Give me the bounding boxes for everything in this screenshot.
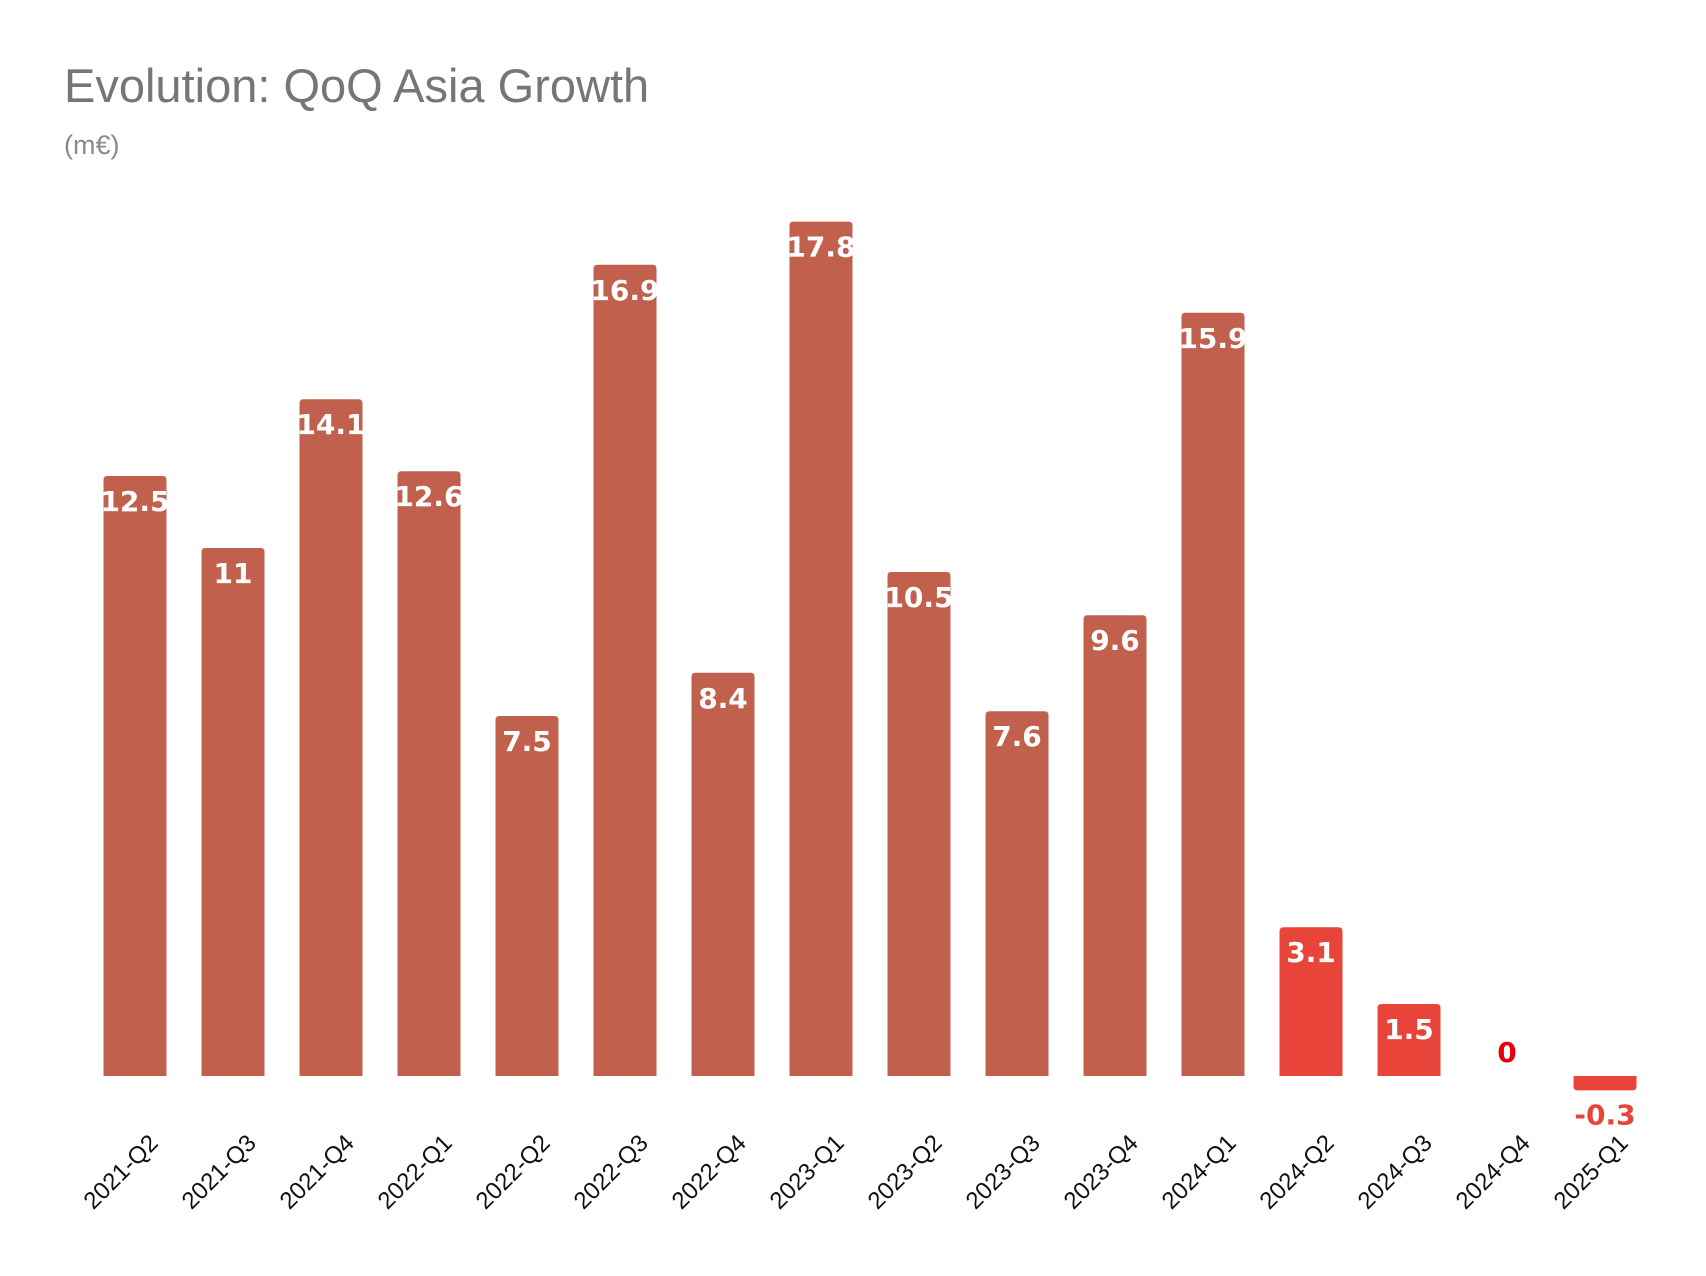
value-label-2022-Q1: 12.6 [394,480,463,513]
value-label-2021-Q2: 12.5 [100,485,169,518]
value-label-2023-Q4: 9.6 [1090,624,1140,657]
bar-2024-Q1 [1181,312,1245,1076]
x-tick-label-2021-Q4: 2021-Q4 [275,1130,360,1215]
x-tick-label-2024-Q4: 2024-Q4 [1451,1130,1536,1215]
value-label-2025-Q1: -0.3 [1574,1098,1635,1131]
bar-2022-Q1 [397,471,461,1076]
value-label-2023-Q1: 17.8 [786,231,855,264]
x-tick-label-2023-Q3: 2023-Q3 [961,1130,1046,1215]
x-tick-label-2025-Q1: 2025-Q1 [1549,1130,1634,1215]
bar-2021-Q2 [103,476,167,1076]
value-label-2022-Q2: 7.5 [502,725,552,758]
bar-2021-Q3 [201,548,265,1076]
bars-layer [103,221,1637,1091]
bar-2022-Q4 [691,672,755,1076]
value-label-2024-Q4: 0 [1497,1036,1516,1069]
bar-2023-Q4 [1083,615,1147,1076]
bar-2023-Q1 [789,221,853,1077]
x-tick-label-2021-Q3: 2021-Q3 [177,1130,262,1215]
value-label-2021-Q3: 11 [214,557,253,590]
value-label-2021-Q4: 14.1 [296,408,365,441]
chart-subtitle: (m€) [64,130,120,160]
x-axis-tick-labels: 2021-Q2 2021-Q3 2021-Q4 2022-Q1 2022-Q2 2022-… [79,1130,1634,1215]
value-label-2023-Q3: 7.6 [992,720,1042,753]
bar-2023-Q2 [887,572,951,1076]
x-tick-label-2022-Q4: 2022-Q4 [667,1130,752,1215]
x-tick-label-2024-Q2: 2024-Q2 [1255,1130,1340,1215]
bar-2021-Q4 [299,399,363,1076]
bar-2024-Q2 [1279,927,1343,1076]
value-label-2024-Q3: 1.5 [1384,1013,1434,1046]
value-label-2024-Q1: 15.9 [1178,322,1247,355]
value-label-2023-Q2: 10.5 [884,581,953,614]
bar-2022-Q3 [593,264,657,1076]
value-label-2022-Q4: 8.4 [698,682,748,715]
x-tick-label-2024-Q3: 2024-Q3 [1353,1130,1438,1215]
bar-2023-Q3 [985,711,1049,1076]
bar-2025-Q1 [1573,1076,1637,1091]
x-tick-label-2022-Q2: 2022-Q2 [471,1130,556,1215]
bar-2022-Q2 [495,716,559,1076]
x-tick-label-2024-Q1: 2024-Q1 [1157,1130,1242,1215]
x-tick-label-2023-Q2: 2023-Q2 [863,1130,948,1215]
x-tick-label-2023-Q1: 2023-Q1 [765,1130,850,1215]
x-tick-label-2021-Q2: 2021-Q2 [79,1130,164,1215]
x-tick-label-2023-Q4: 2023-Q4 [1059,1130,1144,1215]
chart-title: Evolution: QoQ Asia Growth [64,59,650,112]
x-tick-label-2022-Q3: 2022-Q3 [569,1130,654,1215]
value-label-2022-Q3: 16.9 [590,274,659,307]
value-label-2024-Q2: 3.1 [1286,936,1336,969]
x-tick-label-2022-Q1: 2022-Q1 [373,1130,458,1215]
bar-2024-Q3 [1377,1004,1441,1076]
value-labels-layer: 12.5 11 14.1 12.6 7.5 16.9 8.4 17.8 10.5 7.6 9.6 15… [100,231,1635,1132]
